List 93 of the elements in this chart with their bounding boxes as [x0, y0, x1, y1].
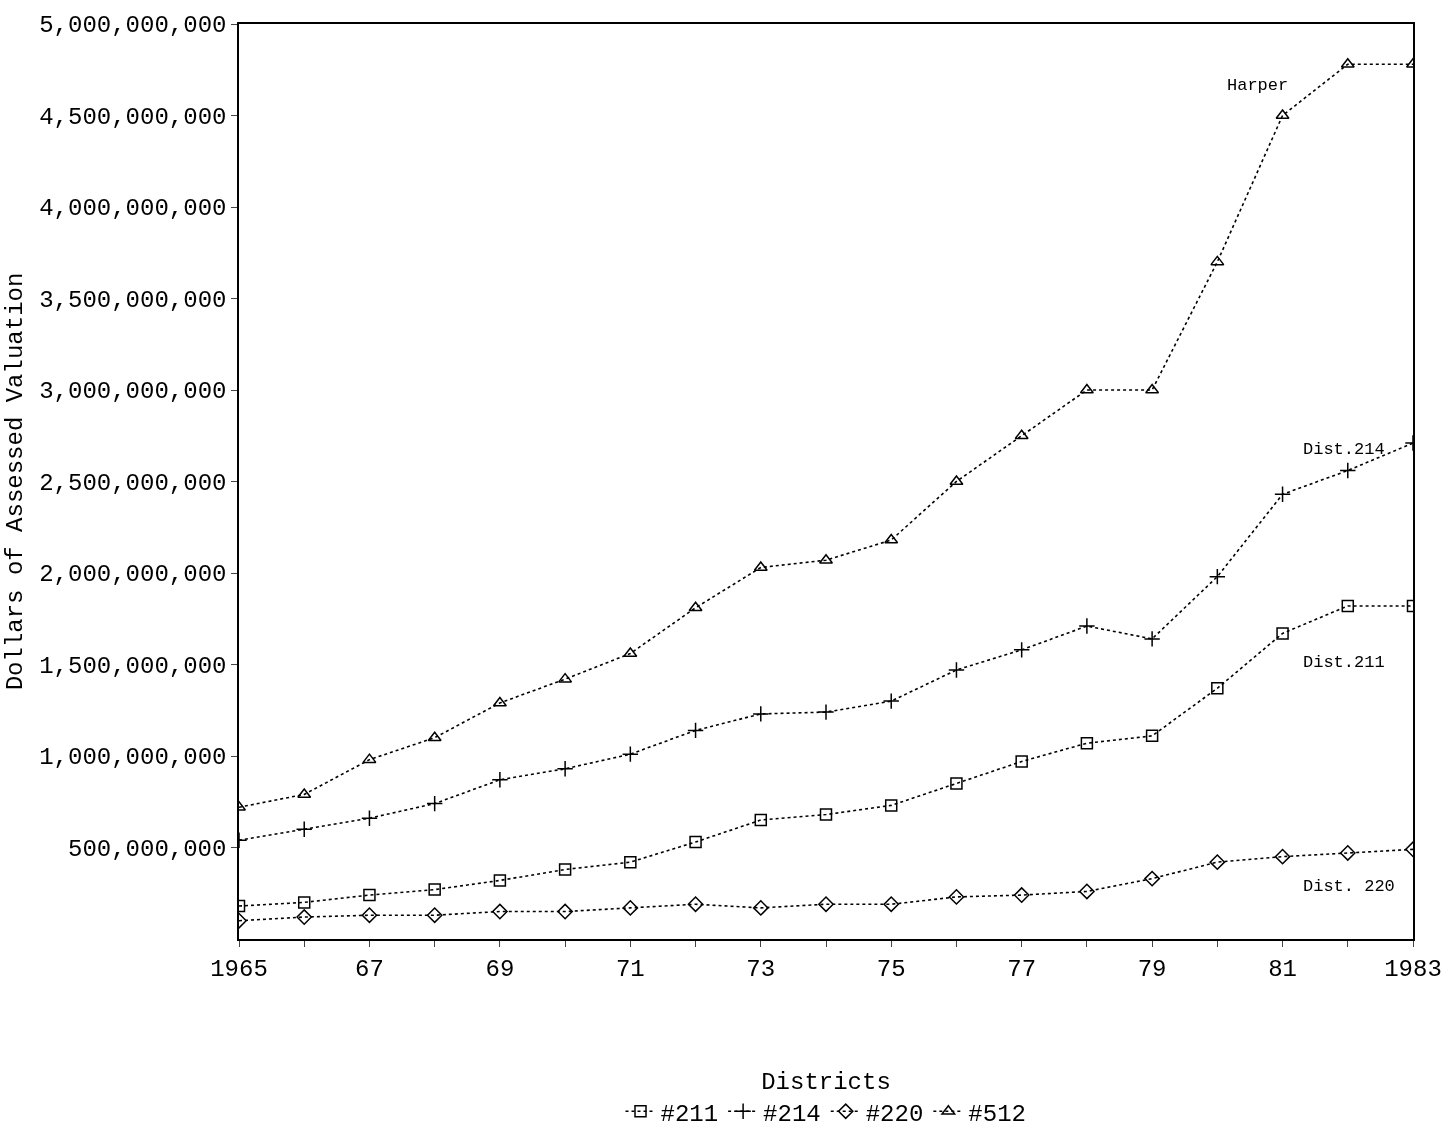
x-tick-label: 81: [1268, 955, 1297, 983]
x-tick-label: 79: [1137, 955, 1167, 983]
legend-label: #211: [660, 1100, 719, 1128]
x-tick-label: 1983: [1384, 955, 1442, 983]
point: [557, 903, 574, 920]
x-tick-label: 77: [1007, 955, 1037, 983]
point: [884, 799, 898, 812]
point: [752, 899, 769, 916]
point: [1341, 599, 1355, 613]
point: [687, 896, 704, 913]
point: [427, 731, 442, 742]
y-tick-label: 1,500,000,000: [39, 652, 227, 680]
point: [948, 889, 965, 905]
point: [621, 745, 639, 763]
legend-title: Districts: [761, 1069, 891, 1097]
y-tick-label: 2,500,000,000: [39, 469, 227, 497]
point: [622, 899, 639, 916]
y-tick-label: 3,500,000,000: [39, 286, 227, 314]
point: [558, 863, 572, 876]
point: [883, 896, 900, 913]
point: [493, 874, 507, 887]
point: [754, 813, 768, 827]
point: [1274, 485, 1292, 503]
y-tick-label: 5,000,000,000: [39, 12, 227, 40]
point: [884, 533, 899, 544]
point: [882, 692, 900, 710]
point: [688, 601, 703, 612]
point: [1013, 887, 1030, 903]
y-tick-label: 4,000,000,000: [39, 195, 227, 223]
point: [1143, 630, 1161, 648]
point: [1274, 848, 1291, 865]
point: [752, 705, 770, 723]
legend-label: #220: [865, 1100, 924, 1128]
point: [558, 672, 573, 683]
point: [947, 661, 965, 679]
x-tick-label: 67: [355, 955, 384, 983]
point: [426, 907, 443, 924]
point: [623, 647, 638, 658]
point: [817, 703, 835, 721]
point: [428, 883, 441, 896]
annotation: Dist.211: [1303, 653, 1385, 672]
legend-label: #214: [763, 1100, 821, 1128]
point: [1014, 429, 1029, 440]
point: [1015, 755, 1028, 768]
point: [1078, 883, 1095, 900]
point: [1210, 255, 1225, 266]
point: [491, 771, 509, 789]
y-tick-label: 4,500,000,000: [39, 103, 227, 131]
y-tick-label: 1,000,000,000: [39, 744, 227, 772]
point: [295, 820, 313, 838]
point: [1276, 627, 1289, 640]
point: [753, 561, 768, 572]
point: [556, 760, 574, 778]
point: [819, 808, 833, 821]
x-tick-label: 73: [746, 955, 776, 983]
x-tick-label: 69: [485, 955, 515, 983]
point: [426, 795, 444, 813]
point: [689, 835, 702, 849]
point: [1144, 870, 1161, 887]
point: [1078, 617, 1096, 635]
point: [297, 896, 311, 909]
point: [818, 896, 834, 913]
point: [1339, 462, 1357, 479]
x-tick-label: 75: [876, 955, 906, 983]
point: [687, 721, 705, 739]
point: [1209, 854, 1226, 871]
y-axis-title: Dollars of Assessed Valuation: [1, 272, 29, 691]
y-tick-label: 2,000,000,000: [39, 561, 227, 589]
point: [1339, 845, 1356, 861]
point: [1079, 383, 1094, 394]
point: [1080, 736, 1094, 750]
point: [624, 855, 637, 869]
point: [1211, 682, 1224, 695]
y-tick-label: 3,000,000,000: [39, 378, 227, 406]
point: [1145, 383, 1160, 394]
y-tick-label: 500,000,000: [68, 835, 227, 863]
annotation: Harper: [1227, 76, 1289, 95]
point: [361, 907, 378, 924]
point: [950, 777, 963, 790]
point: [492, 696, 507, 707]
point: [1145, 729, 1159, 743]
annotation: Dist.214: [1303, 440, 1385, 459]
x-tick-label: 71: [615, 955, 645, 983]
point: [362, 753, 377, 764]
point: [363, 888, 376, 902]
point: [296, 909, 313, 925]
legend-label: #512: [968, 1100, 1026, 1128]
annotation: Dist. 220: [1303, 877, 1395, 896]
point: [360, 809, 378, 827]
point: [1208, 568, 1226, 586]
point: [491, 903, 508, 920]
point: [1013, 641, 1031, 659]
x-tick-label: 1965: [210, 955, 268, 983]
